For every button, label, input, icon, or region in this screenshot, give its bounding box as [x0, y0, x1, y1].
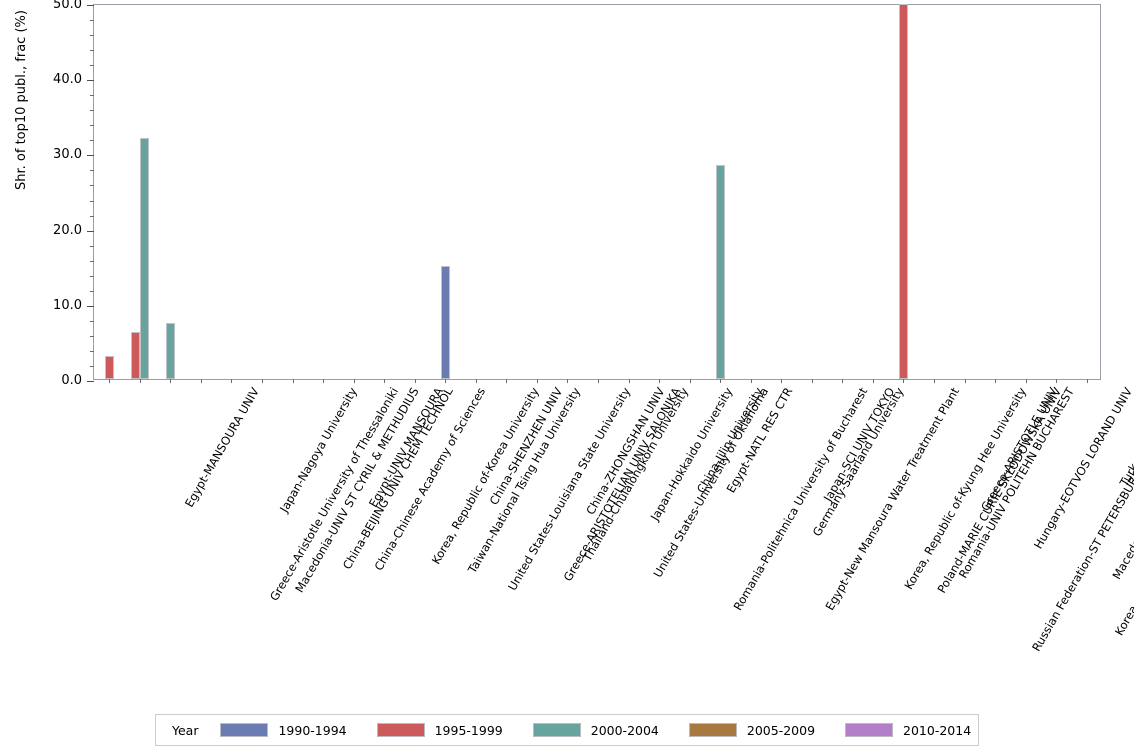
bar[interactable] [715, 164, 725, 379]
x-axis-label: Macedonia-UNIV ST CYRIL & METHUDIUS [292, 385, 422, 596]
y-axis-tick-major [87, 155, 94, 157]
y-axis-tick-minor [90, 200, 94, 202]
y-axis-tick-minor [90, 320, 94, 322]
legend-label: 2000-2004 [590, 722, 659, 738]
y-axis-tick-minor [90, 260, 94, 262]
x-axis-tick [445, 379, 447, 383]
x-axis-tick [109, 379, 111, 383]
legend-item[interactable]: 1990-1994 [220, 722, 347, 738]
x-axis-tick [903, 379, 905, 383]
x-axis-tick [811, 379, 813, 383]
x-axis-tick [781, 379, 783, 383]
x-axis-tick [414, 379, 416, 383]
x-axis-tick [689, 379, 691, 383]
x-axis-tick [475, 379, 477, 383]
x-axis-tick [934, 379, 935, 383]
y-axis-tick-minor [90, 275, 94, 277]
x-axis-tick [384, 379, 386, 383]
x-axis-tick [567, 379, 569, 383]
legend-color-swatch [220, 723, 269, 737]
x-axis-tick [536, 379, 538, 383]
bars-container [94, 3, 1100, 379]
bar[interactable] [165, 323, 175, 379]
y-axis-tick-major [87, 381, 94, 382]
legend-color-swatch [376, 723, 425, 737]
x-axis-tick [506, 379, 508, 383]
y-axis-tick-label: 20.0 [53, 222, 82, 238]
legend-label: 1995-1999 [434, 722, 503, 738]
y-axis-tick-major [87, 80, 94, 82]
x-axis-tick [231, 379, 233, 383]
y-axis-tick-minor [90, 110, 94, 112]
y-axis-tick-label: 10.0 [53, 297, 82, 313]
legend-label: 2010-2014 [903, 722, 972, 738]
x-axis-tick [598, 379, 599, 383]
legend-color-swatch [532, 723, 581, 737]
x-axis-tick [1086, 379, 1088, 383]
y-axis-tick-minor [90, 365, 94, 367]
bar[interactable] [440, 266, 450, 379]
x-axis-tick [200, 379, 202, 383]
legend-title: Year [172, 722, 199, 738]
x-axis-tick [1025, 379, 1027, 383]
legend-item[interactable]: 2010-2014 [845, 723, 971, 738]
legend-color-swatch [688, 723, 737, 737]
y-axis-tick-minor [90, 65, 94, 67]
y-axis-tick-minor [90, 185, 94, 187]
y-axis-tick-major [87, 230, 94, 232]
y-axis-tick-minor [90, 35, 94, 37]
y-axis-tick-minor [90, 290, 94, 292]
x-axis-tick [170, 379, 172, 383]
y-axis-tick-label: 50.0 [53, 0, 82, 12]
x-axis-tick [872, 379, 874, 383]
y-axis-tick-minor [90, 95, 94, 97]
x-axis-tick [995, 379, 997, 383]
x-axis-tick [139, 379, 141, 383]
x-axis-tick [262, 379, 263, 383]
legend-item[interactable]: 2005-2009 [688, 722, 816, 738]
y-axis-tick-minor [90, 140, 94, 142]
y-axis-tick-minor [90, 215, 94, 217]
y-axis-tick-minor [90, 245, 94, 247]
y-axis-title: Shr. of top10 publ., frac (%) [14, 10, 29, 190]
x-axis-tick [353, 379, 355, 383]
x-axis-tick [323, 379, 325, 383]
x-axis-tick [720, 379, 722, 383]
y-axis-tick-label: 0.0 [61, 373, 82, 388]
bar[interactable] [139, 138, 149, 379]
legend-color-swatch [845, 723, 894, 737]
legend-label: 1990-1994 [278, 722, 347, 738]
x-axis-tick [1056, 379, 1058, 383]
x-axis-labels: Egypt-MANSOURA UNIV Greece-Aristotle Univ… [93, 381, 1134, 654]
y-axis-tick-minor [90, 50, 94, 52]
y-axis-tick-minor [90, 20, 94, 22]
bar[interactable] [104, 356, 114, 379]
legend-label: 2005-2009 [746, 722, 816, 738]
y-axis-tick-major [87, 305, 94, 307]
legend-item[interactable]: 2000-2004 [532, 722, 659, 738]
y-axis-tick-minor [90, 335, 94, 337]
y-axis-tick-minor [90, 125, 94, 127]
y-axis-tick-label: 30.0 [53, 147, 82, 163]
x-axis-tick [964, 379, 966, 383]
legend-items: 1990-1994 1995-1999 2000-2004 2005-2009 2010… [220, 723, 1001, 738]
y-axis-tick-minor [90, 170, 94, 172]
plot-area: 0.0 10.0 20.0 30.0 40.0 50.0 [53, 0, 1101, 387]
legend: Year 1990-1994 1995-1999 2000-2004 2005-200… [155, 714, 979, 746]
x-axis-tick [628, 379, 630, 383]
bar[interactable] [130, 332, 140, 379]
bar[interactable] [898, 3, 908, 379]
y-axis-tick-major [87, 5, 94, 6]
x-axis-tick [750, 379, 752, 383]
x-axis-tick [842, 379, 844, 383]
y-axis-tick-label: 40.0 [53, 72, 82, 88]
x-axis-label: Egypt-MANSOURA UNIV [182, 385, 263, 510]
y-axis-tick-minor [90, 350, 94, 352]
x-axis-tick [659, 379, 661, 383]
legend-item[interactable]: 1995-1999 [376, 722, 503, 738]
x-axis-tick [292, 379, 294, 383]
